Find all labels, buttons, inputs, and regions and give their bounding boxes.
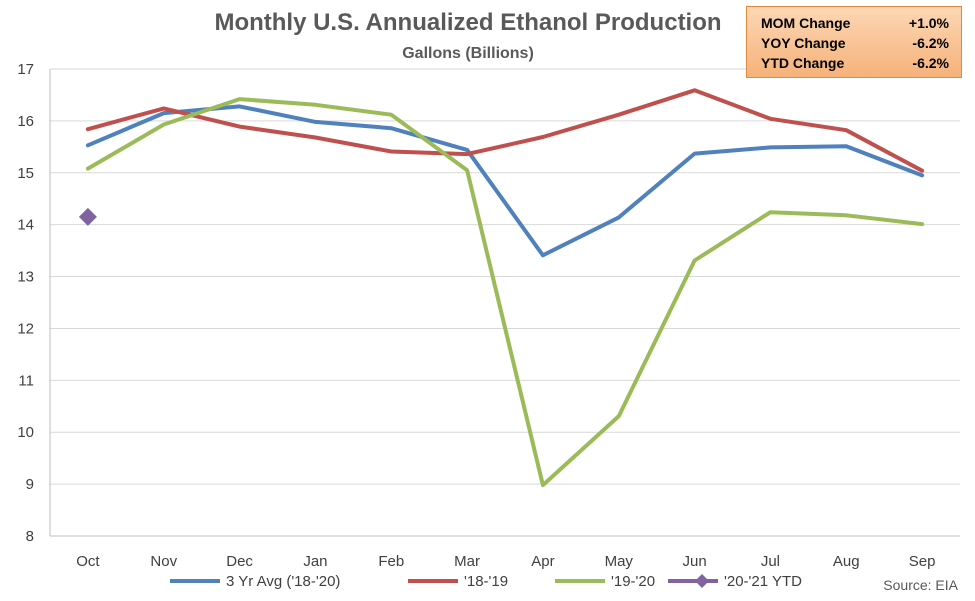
x-tick-label: Mar: [454, 553, 480, 570]
x-tick-label: Dec: [226, 553, 253, 570]
series-line: [85, 88, 925, 173]
x-tick-label: May: [605, 553, 634, 570]
x-tick-label: Apr: [531, 553, 554, 570]
chart-title: Monthly U.S. Annualized Ethanol Producti…: [214, 9, 721, 36]
series-lines: [78, 88, 925, 488]
x-tick-label: Feb: [378, 553, 404, 570]
legend-label: '20-'21 YTD: [724, 573, 802, 590]
legend-marker: [695, 574, 709, 588]
series-line: [85, 97, 925, 488]
stats-value: -6.2%: [912, 55, 949, 71]
x-tick-label: Oct: [76, 553, 100, 570]
x-tick-label: Nov: [150, 553, 177, 570]
x-tick-label: Aug: [833, 553, 860, 570]
stats-row-yoy: YOY Change -6.2%: [761, 33, 949, 53]
data-point: [78, 207, 97, 226]
x-axis-ticks: Oct Nov Dec Jan Feb Mar Apr May Jun Jul Aug Sep: [76, 553, 935, 570]
x-tick-label: Jun: [682, 553, 706, 570]
stats-label: MOM Change: [761, 15, 851, 31]
y-tick-label: 14: [17, 217, 34, 234]
y-tick-label: 11: [18, 372, 34, 389]
y-tick-label: 13: [17, 269, 34, 286]
series-line: [85, 104, 925, 258]
x-tick-label: Sep: [909, 553, 936, 570]
stats-box: MOM Change +1.0% YOY Change -6.2% YTD Ch…: [746, 6, 962, 78]
y-tick-label: 17: [17, 61, 34, 78]
stats-row-ytd: YTD Change -6.2%: [761, 53, 949, 73]
x-tick-label: Jan: [303, 553, 327, 570]
legend: 3 Yr Avg ('18-'20) '18-'19 '19-'20 '20-'21 …: [170, 573, 802, 590]
source-note: Source: EIA: [883, 577, 958, 593]
stats-label: YOY Change: [761, 35, 846, 51]
stats-value: -6.2%: [912, 35, 949, 51]
y-tick-label: 8: [26, 528, 34, 545]
legend-label: 3 Yr Avg ('18-'20): [226, 573, 340, 590]
gridlines: [49, 68, 960, 537]
legend-label: '18-'19: [464, 573, 508, 590]
y-tick-label: 16: [17, 113, 34, 130]
y-tick-label: 9: [26, 476, 34, 493]
y-tick-label: 10: [17, 424, 34, 441]
chart-subtitle: Gallons (Billions): [402, 45, 534, 62]
legend-label: '19-'20: [611, 573, 655, 590]
x-tick-label: Jul: [761, 553, 780, 570]
stats-row-mom: MOM Change +1.0%: [761, 13, 949, 33]
y-tick-label: 12: [17, 320, 34, 337]
stats-value: +1.0%: [908, 15, 949, 31]
y-axis-ticks: 8 9 10 11 12 13 14 15 16 17: [17, 61, 34, 545]
stats-label: YTD Change: [761, 55, 845, 71]
y-tick-label: 15: [17, 165, 34, 182]
